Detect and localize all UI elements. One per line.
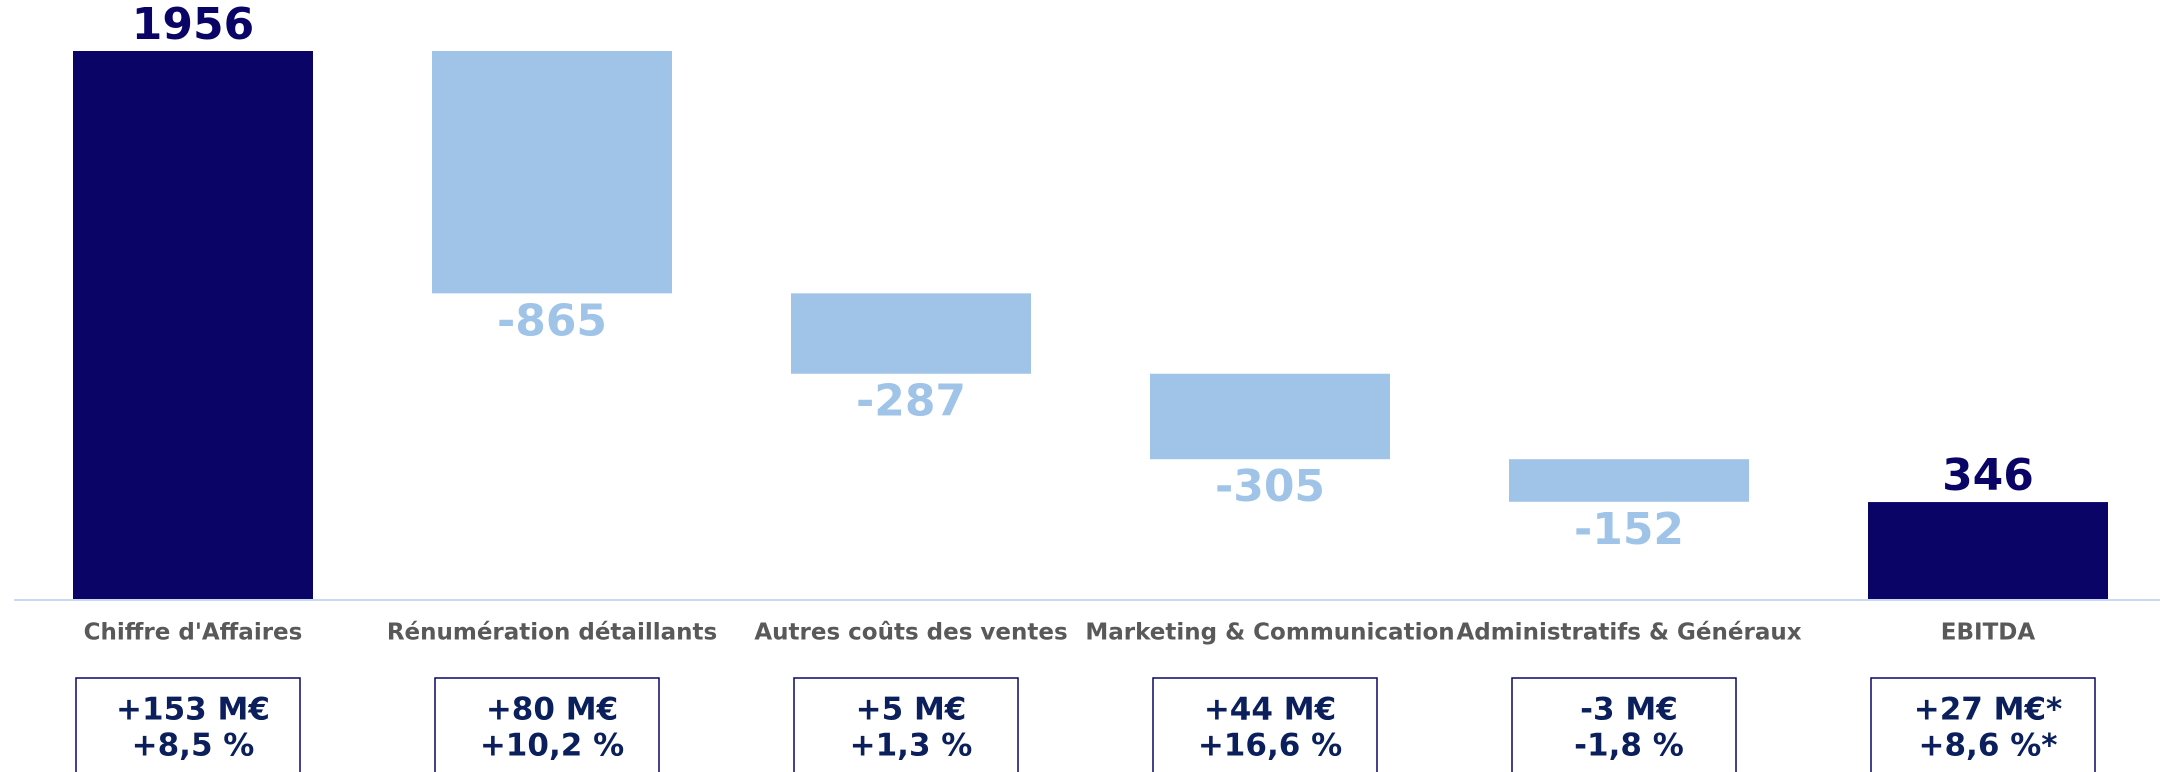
delta-bar (791, 293, 1031, 374)
x-tick-label: Autres coûts des ventes (754, 620, 1067, 646)
annotation: +1,3 % (850, 728, 973, 764)
annotation: +8,5 % (132, 728, 255, 764)
annotation-box (1870, 677, 2096, 772)
annotation: +5 M€ (856, 692, 967, 728)
value-label: -305 (1215, 461, 1325, 512)
x-tick-label: Administratifs & Généraux (1456, 620, 1801, 646)
total-bar (1868, 502, 2108, 599)
delta-bar (1509, 459, 1749, 502)
annotation-box (75, 677, 301, 772)
x-tick-label: EBITDA (1941, 620, 2036, 646)
x-tick-label: Marketing & Communication (1085, 620, 1454, 646)
annotation: +10,2 % (480, 728, 624, 764)
value-label: 1956 (132, 0, 254, 50)
annotation: +27 M€* (1914, 692, 2063, 728)
value-label: -287 (856, 376, 966, 427)
value-label: 346 (1942, 450, 2034, 501)
annotation-box (434, 677, 660, 772)
annotation-box (1152, 677, 1378, 772)
annotation-box (1511, 677, 1737, 772)
annotation-box (793, 677, 1019, 772)
total-bar (73, 51, 313, 599)
annotation: +80 M€ (486, 692, 618, 728)
value-label: -152 (1574, 504, 1684, 555)
delta-bar (1150, 373, 1390, 460)
annotation: +16,6 % (1198, 728, 1342, 764)
annotation: -1,8 % (1574, 728, 1684, 764)
annotation: +8,6 %* (1919, 728, 2058, 764)
x-tick-label: Chiffre d'Affaires (84, 620, 303, 646)
annotation: -3 M€ (1580, 692, 1678, 728)
x-tick-label: Rénumération détaillants (387, 620, 717, 646)
annotation: +44 M€ (1204, 692, 1336, 728)
annotation: +153 M€ (116, 692, 270, 728)
value-label: -865 (497, 295, 607, 346)
delta-bar (432, 51, 672, 294)
